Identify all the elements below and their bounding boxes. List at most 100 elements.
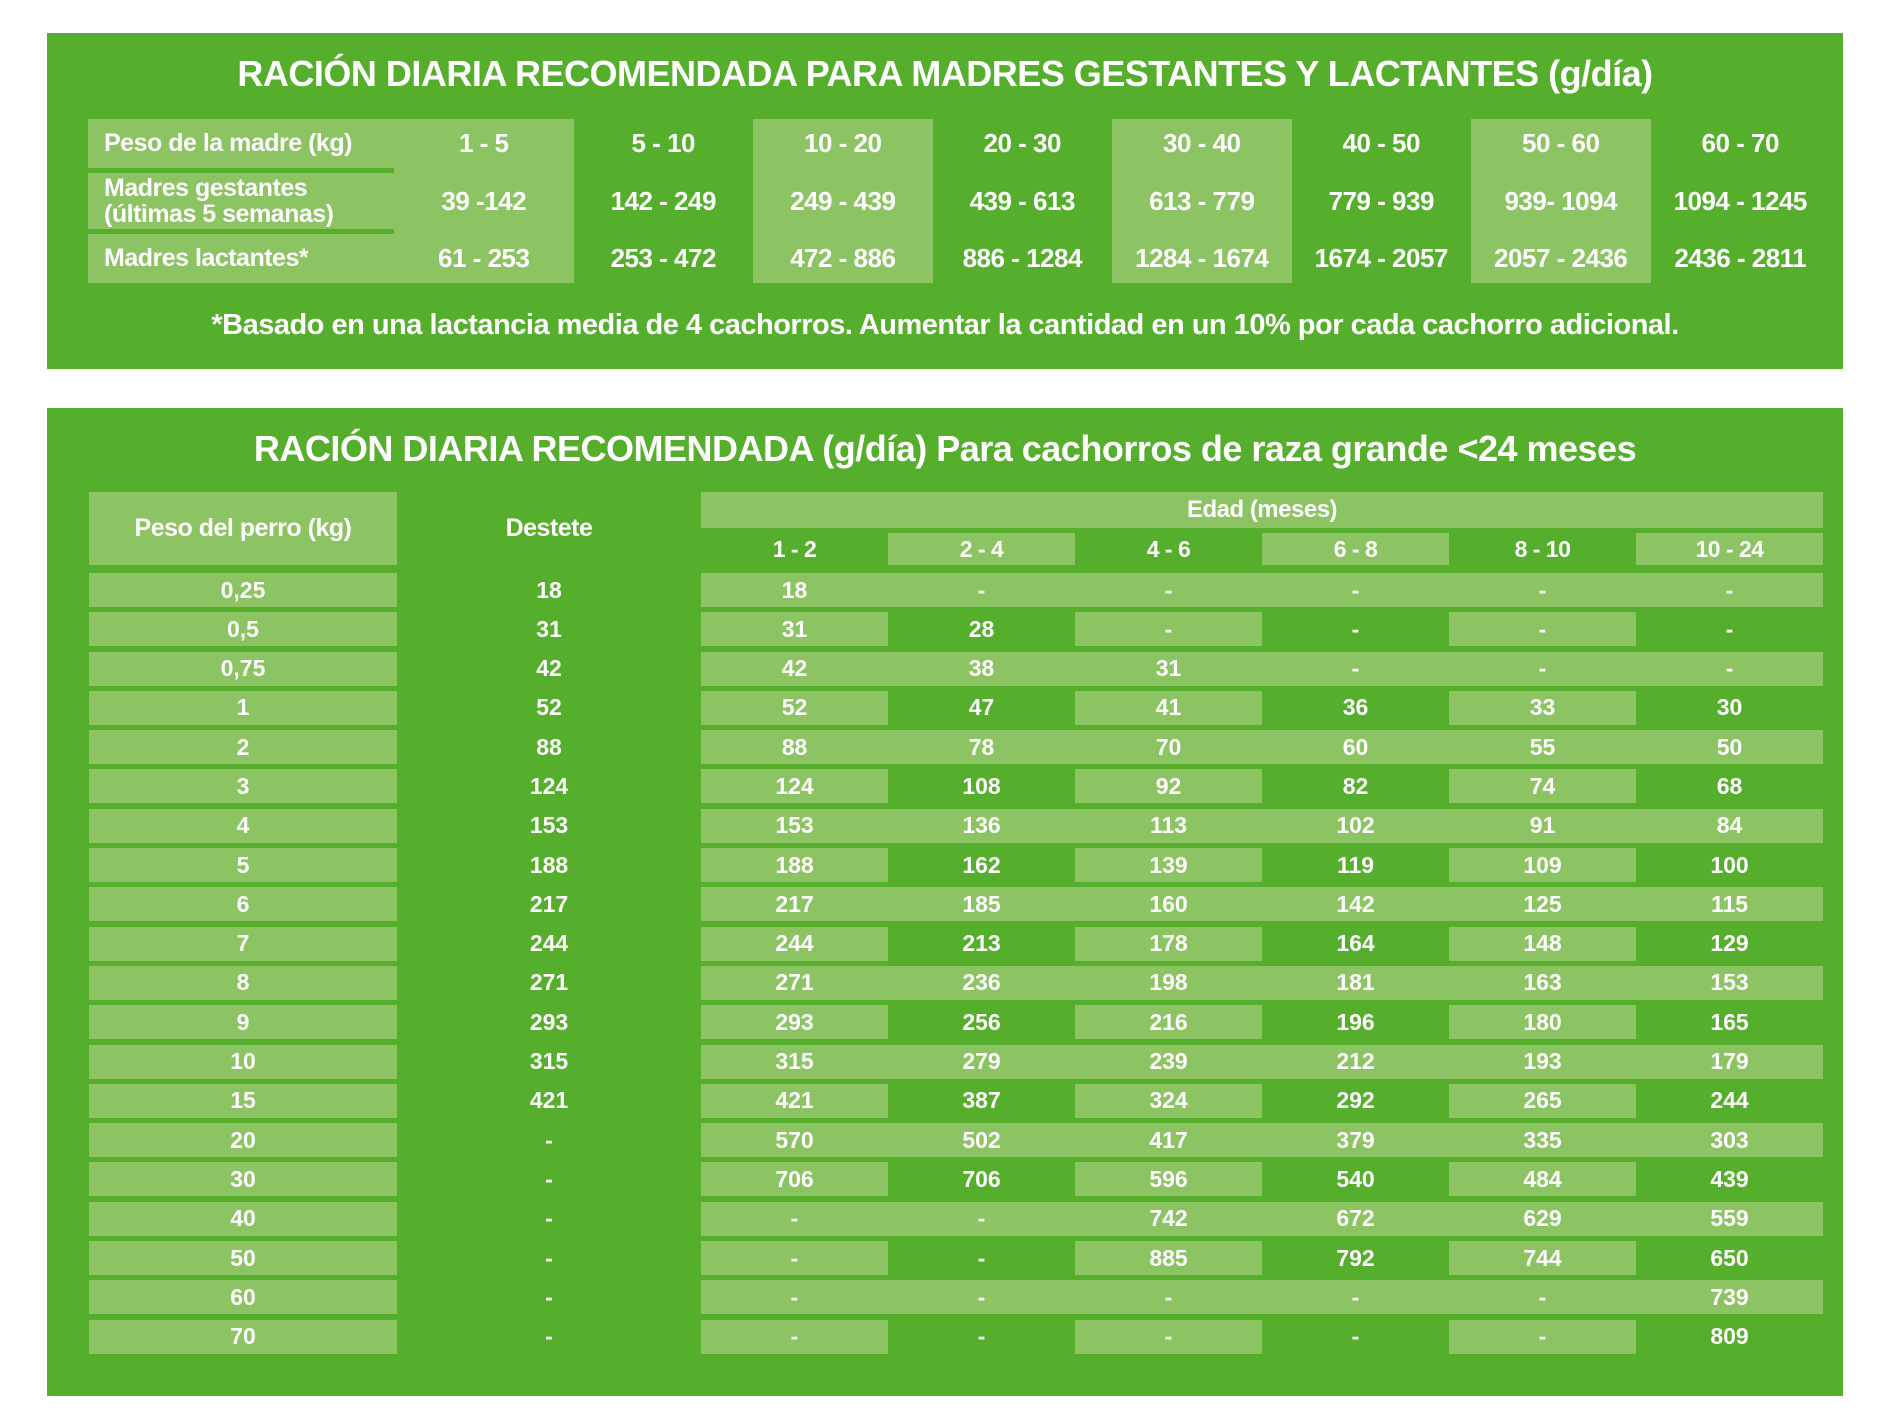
puppy-table-row: 70 - - - - - - 809 bbox=[89, 1319, 1823, 1354]
gestantes-value-cell: 779 - 939 bbox=[1328, 185, 1435, 216]
age-value-cell: 52 bbox=[701, 690, 888, 725]
gestantes-value-cell: 142 - 249 bbox=[610, 185, 717, 216]
age-value-cell: 119 bbox=[1336, 851, 1375, 878]
age-values-group: 421 387 324 292 265 244 bbox=[701, 1083, 1823, 1118]
age-value-cell: 244 bbox=[1710, 1087, 1749, 1114]
age-value-cell: 213 bbox=[962, 930, 1001, 957]
age-value-cell: 178 bbox=[1075, 926, 1262, 961]
dog-weight-cell: 0,75 bbox=[89, 651, 397, 686]
destete-value-cell: - bbox=[545, 1244, 553, 1271]
age-values-group: 271 236 198 181 163 153 bbox=[701, 965, 1823, 1000]
age-values-group: 124 108 92 82 74 68 bbox=[701, 769, 1823, 804]
mothers-ration-panel: RACIÓN DIARIA RECOMENDADA PARA MADRES GE… bbox=[47, 33, 1843, 369]
age-value-cell: 650 bbox=[1710, 1244, 1749, 1271]
age-value-cell: 33 bbox=[1449, 690, 1636, 725]
age-value-cell: 596 bbox=[1075, 1162, 1262, 1197]
destete-header-label: Destete bbox=[505, 514, 593, 542]
age-value-cell: 50 bbox=[1716, 733, 1743, 760]
age-value-cell: 181 bbox=[1336, 969, 1375, 996]
age-value-cell: 163 bbox=[1523, 969, 1562, 996]
age-value-cell: 335 bbox=[1523, 1126, 1562, 1153]
age-values-group: 706 706 596 540 484 439 bbox=[701, 1162, 1823, 1197]
gestantes-value-cell: 39 -142 bbox=[441, 185, 527, 216]
age-value-cell: 91 bbox=[1529, 812, 1556, 839]
puppy-table-row: 1 52 52 47 41 36 33 30 bbox=[89, 690, 1823, 725]
age-value-cell: 212 bbox=[1336, 1048, 1375, 1075]
age-value-cell: 742 bbox=[1149, 1205, 1188, 1232]
destete-value-cell: - bbox=[545, 1283, 553, 1310]
age-value-cell: 136 bbox=[962, 812, 1001, 839]
age-value-cell: 236 bbox=[962, 969, 1001, 996]
age-value-cell: - bbox=[977, 1283, 986, 1310]
puppy-ration-panel: RACIÓN DIARIA RECOMENDADA (g/día) Para c… bbox=[47, 408, 1843, 1396]
age-values-group: 52 47 41 36 33 30 bbox=[701, 690, 1823, 725]
lactantes-value-cell: 886 - 1284 bbox=[962, 243, 1083, 273]
age-value-cell: 216 bbox=[1075, 1005, 1262, 1040]
destete-value-cell: 52 bbox=[536, 694, 562, 721]
puppy-table-row: 60 - - - - - - 739 bbox=[89, 1280, 1823, 1315]
age-range-cell: 2 - 4 bbox=[888, 533, 1075, 565]
age-value-cell: 244 bbox=[701, 926, 888, 961]
gestantes-label: Madres gestantes (últimas 5 semanas) bbox=[88, 173, 394, 229]
gestantes-row: Madres gestantes (últimas 5 semanas) 39 … bbox=[88, 173, 1830, 229]
age-value-cell: 84 bbox=[1716, 812, 1743, 839]
age-value-cell: - bbox=[1725, 615, 1734, 642]
age-values-group: - - 885 792 744 650 bbox=[701, 1241, 1823, 1276]
age-values-group: 31 28 - - - - bbox=[701, 612, 1823, 647]
age-value-cell: - bbox=[1351, 655, 1360, 682]
age-value-cell: 129 bbox=[1710, 930, 1749, 957]
lactantes-value-cell: 253 - 472 bbox=[610, 243, 717, 273]
age-value-cell: 113 bbox=[1149, 812, 1188, 839]
age-value-cell: 60 bbox=[1342, 733, 1369, 760]
gestantes-value-cell: 439 - 613 bbox=[969, 185, 1076, 216]
puppy-table: Peso del perro (kg) Destete Edad (meses)… bbox=[89, 492, 1823, 1354]
weight-range-cell: 60 - 70 bbox=[1701, 128, 1780, 158]
age-value-cell: 74 bbox=[1449, 769, 1636, 804]
age-value-cell: 809 bbox=[1710, 1323, 1749, 1350]
age-value-cell: 293 bbox=[701, 1005, 888, 1040]
dog-weight-cell: 40 bbox=[89, 1201, 397, 1236]
age-value-cell: 792 bbox=[1336, 1244, 1375, 1271]
puppy-table-row: 9 293 293 256 216 196 180 165 bbox=[89, 1005, 1823, 1040]
age-value-cell: 148 bbox=[1449, 926, 1636, 961]
destete-value-cell: 244 bbox=[529, 930, 569, 957]
puppy-table-row: 3 124 124 108 92 82 74 68 bbox=[89, 769, 1823, 804]
puppy-table-row: 0,5 31 31 28 - - - - bbox=[89, 612, 1823, 647]
dog-weight-header-label: Peso del perro (kg) bbox=[89, 492, 397, 565]
dog-weight-cell: 3 bbox=[89, 769, 397, 804]
age-values-group: - - 742 672 629 559 bbox=[701, 1201, 1823, 1236]
puppy-table-row: 4 153 153 136 113 102 91 84 bbox=[89, 808, 1823, 843]
age-value-cell: 885 bbox=[1075, 1241, 1262, 1276]
dog-weight-cell: 2 bbox=[89, 730, 397, 765]
age-value-cell: 82 bbox=[1342, 772, 1369, 799]
age-value-cell: - bbox=[1725, 655, 1734, 682]
age-value-cell: - bbox=[1449, 612, 1636, 647]
dog-weight-cell: 70 bbox=[89, 1319, 397, 1354]
age-value-cell: 78 bbox=[968, 733, 995, 760]
age-value-cell: 629 bbox=[1523, 1205, 1562, 1232]
lactantes-value-cell: 61 - 253 bbox=[438, 243, 530, 273]
dog-weight-cell: 9 bbox=[89, 1005, 397, 1040]
destete-value-cell: 88 bbox=[536, 733, 562, 760]
weight-range-cell: 30 - 40 bbox=[1163, 128, 1241, 158]
destete-value-cell: 421 bbox=[529, 1087, 569, 1114]
lactantes-value-cell: 1284 - 1674 bbox=[1135, 243, 1269, 273]
puppy-table-row: 2 88 88 78 70 60 55 50 bbox=[89, 730, 1823, 765]
age-value-cell: 417 bbox=[1149, 1126, 1188, 1153]
age-value-cell: - bbox=[1449, 1319, 1636, 1354]
gestantes-label-line1: Madres gestantes bbox=[104, 173, 308, 202]
age-value-cell: 179 bbox=[1710, 1048, 1749, 1075]
lactation-footnote: *Basado en una lactancia media de 4 cach… bbox=[211, 309, 1679, 341]
age-value-cell: - bbox=[701, 1319, 888, 1354]
age-values-group: 293 256 216 196 180 165 bbox=[701, 1005, 1823, 1040]
dog-weight-cell: 7 bbox=[89, 926, 397, 961]
age-value-cell: 672 bbox=[1336, 1205, 1375, 1232]
dog-weight-cell: 50 bbox=[89, 1241, 397, 1276]
age-value-cell: 198 bbox=[1149, 969, 1188, 996]
age-value-cell: 303 bbox=[1710, 1126, 1749, 1153]
age-values-group: 18 - - - - - bbox=[701, 573, 1823, 607]
age-value-cell: - bbox=[977, 1244, 986, 1271]
puppy-table-body: 0,25 18 18- - - - -0,5 31 31 28- - - -0,75 42 42 38 31- -… bbox=[89, 573, 1823, 1354]
age-value-cell: 292 bbox=[1336, 1087, 1375, 1114]
age-value-cell: 271 bbox=[775, 969, 814, 996]
